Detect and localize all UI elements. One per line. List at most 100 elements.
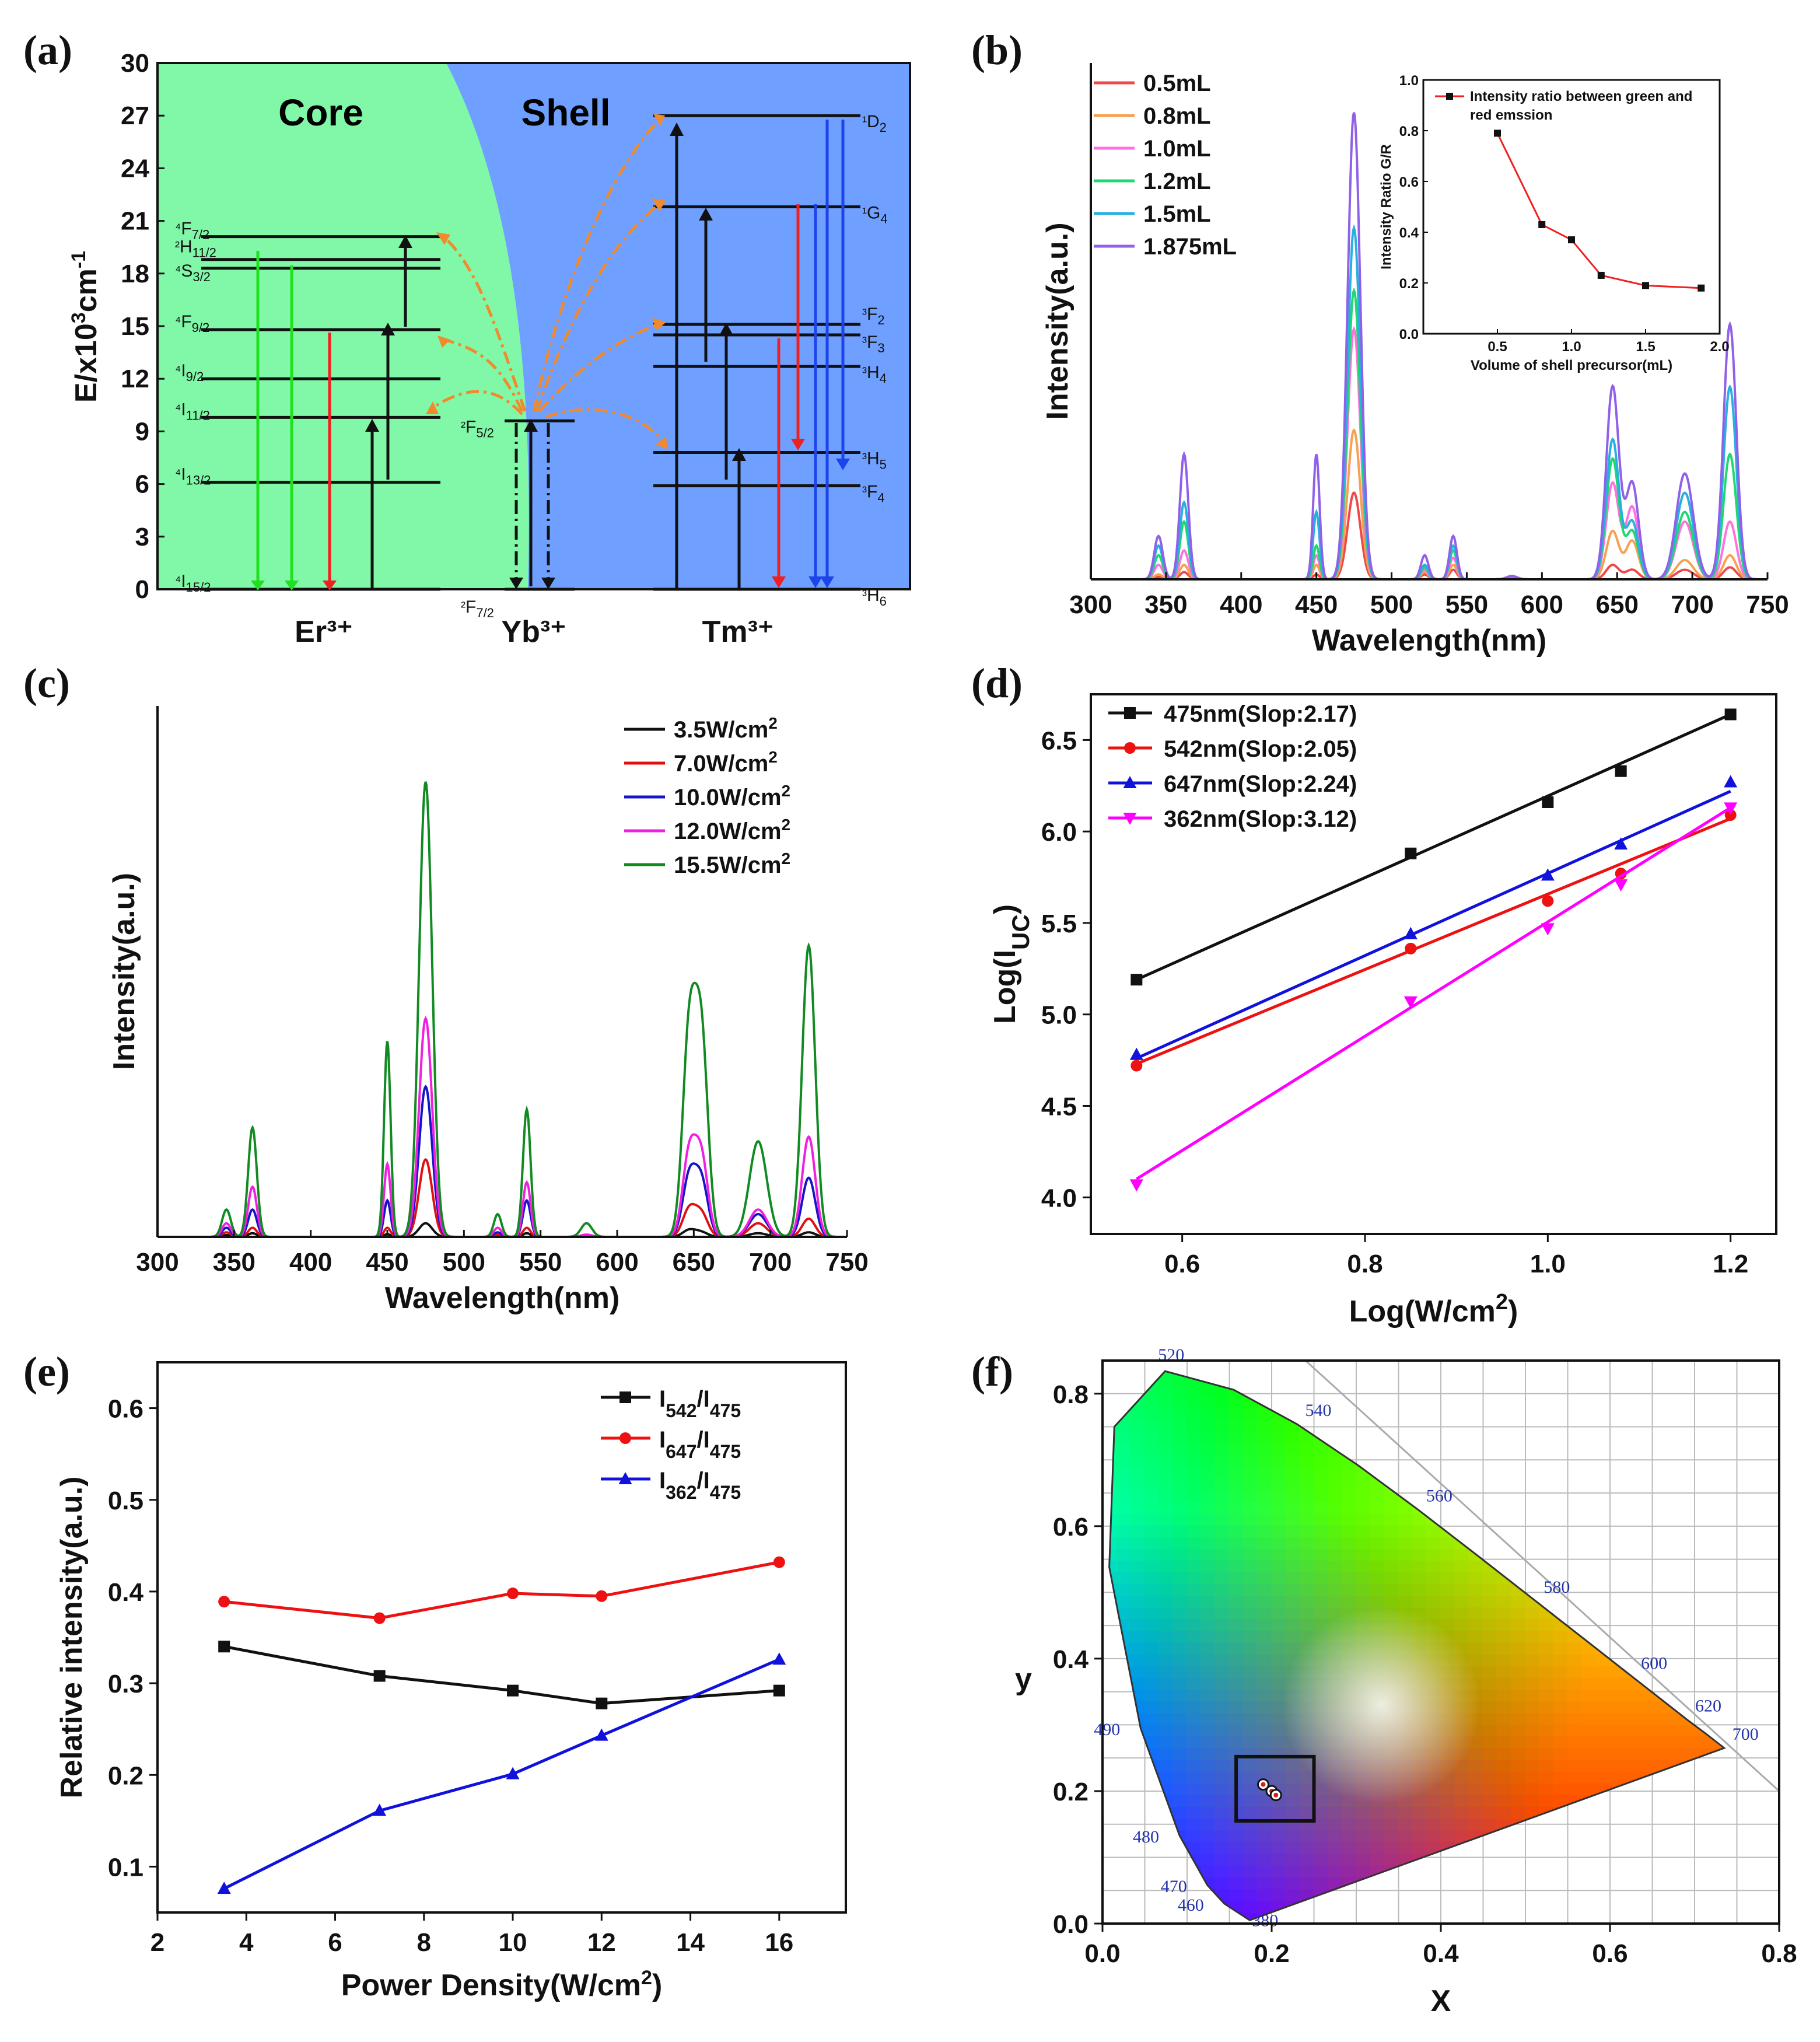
- cie-color-cell: [1482, 1712, 1498, 1725]
- cie-color-cell: [1637, 1723, 1653, 1737]
- cie-color-cell: [1214, 1653, 1230, 1666]
- cie-color-cell: [1144, 1465, 1160, 1479]
- cie-color-cell: [1144, 1582, 1160, 1596]
- er-excitation-arrowhead-2: [381, 323, 395, 335]
- x-tick-label: 300: [1069, 590, 1112, 619]
- cie-color-cell: [1496, 1653, 1512, 1666]
- cie-color-cell: [1256, 1723, 1272, 1737]
- cie-color-cell: [1144, 1442, 1160, 1455]
- x-tick-label: 1.0: [1530, 1250, 1566, 1278]
- inset-x-tick-label: 1.5: [1636, 339, 1655, 355]
- cie-color-cell: [1116, 1489, 1132, 1502]
- er-level-label: ⁴I15/2: [175, 572, 211, 595]
- cie-color-cell: [1200, 1782, 1216, 1795]
- cie-color-cell: [1384, 1524, 1399, 1537]
- et-head-5: [652, 198, 666, 211]
- cie-color-cell: [1426, 1829, 1441, 1842]
- cie-color-cell: [1595, 1676, 1611, 1690]
- cie-color-cell: [1553, 1665, 1569, 1678]
- cie-color-cell: [1256, 1758, 1272, 1772]
- cie-color-cell: [1567, 1665, 1583, 1678]
- cie-color-cell: [1186, 1536, 1202, 1549]
- data-point: [1614, 879, 1628, 892]
- cie-color-cell: [1271, 1430, 1287, 1443]
- cie-color-cell: [1327, 1805, 1343, 1819]
- cie-color-cell: [1256, 1582, 1272, 1596]
- cie-color-cell: [1285, 1805, 1301, 1819]
- legend-marker: [618, 1472, 632, 1484]
- data-point: [507, 1684, 519, 1697]
- cie-color-cell: [1454, 1782, 1470, 1795]
- cie-color-cell: [1496, 1582, 1512, 1596]
- cie-color-cell: [1539, 1630, 1555, 1643]
- cie-color-cell: [1299, 1453, 1315, 1467]
- cie-color-cell: [1356, 1864, 1371, 1877]
- ion-label: Tm³⁺: [702, 615, 774, 649]
- cie-color-cell: [1200, 1595, 1216, 1608]
- cie-color-cell: [1539, 1653, 1555, 1666]
- cie-color-cell: [1172, 1395, 1188, 1408]
- cie-color-cell: [1144, 1547, 1160, 1561]
- cie-color-cell: [1242, 1876, 1258, 1889]
- er-excitation-arrowhead-1: [365, 419, 379, 432]
- et-arrow-er-1: [442, 235, 527, 412]
- inset-x-axis-label: Volume of shell precursor(mL): [1471, 358, 1672, 373]
- cie-coordinate-dot: [1273, 1792, 1279, 1798]
- legend-label: 10.0W/cm2: [674, 782, 790, 811]
- cie-color-cell: [1567, 1700, 1583, 1714]
- cie-color-cell: [1637, 1688, 1653, 1702]
- legend-label: 1.0mL: [1143, 136, 1211, 162]
- cie-color-cell: [1482, 1676, 1498, 1690]
- cie-color-cell: [1271, 1735, 1287, 1749]
- cie-color-cell: [1144, 1641, 1160, 1655]
- panel-label-d: (d): [971, 660, 1023, 707]
- cie-color-cell: [1496, 1595, 1512, 1608]
- cie-color-cell: [1228, 1712, 1244, 1725]
- cie-color-cell: [1285, 1841, 1301, 1854]
- cie-color-cell: [1228, 1841, 1244, 1854]
- cie-color-cell: [1412, 1595, 1427, 1608]
- cie-color-cell: [1256, 1536, 1272, 1549]
- cie-color-cell: [1299, 1512, 1315, 1526]
- cie-color-cell: [1116, 1571, 1132, 1584]
- cie-color-cell: [1271, 1712, 1287, 1725]
- cie-color-cell: [1200, 1559, 1216, 1572]
- cie-color-cell: [1228, 1489, 1244, 1502]
- cie-color-cell: [1468, 1595, 1484, 1608]
- x-tick-label: 0.2: [1254, 1939, 1289, 1968]
- cie-color-cell: [1158, 1723, 1174, 1737]
- inset-legend-marker: [1446, 93, 1453, 100]
- cie-color-cell: [1651, 1747, 1667, 1760]
- cie-color-cell: [1341, 1477, 1357, 1491]
- fit-line-475nm(Slop:2.17): [1136, 713, 1731, 981]
- wavelength-label: 490: [1094, 1720, 1120, 1739]
- cie-color-cell: [1130, 1595, 1146, 1608]
- cie-color-cell: [1440, 1547, 1456, 1561]
- cie-color-cell: [1651, 1735, 1667, 1749]
- cie-color-cell: [1228, 1653, 1244, 1666]
- cie-color-cell: [1116, 1595, 1132, 1608]
- cie-reference-line: [1304, 1359, 1780, 1792]
- cie-color-cell: [1398, 1582, 1413, 1596]
- cie-color-cell: [1242, 1630, 1258, 1643]
- cie-color-cell: [1285, 1477, 1301, 1491]
- cie-color-cell: [1116, 1465, 1132, 1479]
- cie-color-cell: [1172, 1430, 1188, 1443]
- cie-color-cell: [1637, 1712, 1653, 1725]
- cie-color-cell: [1356, 1512, 1371, 1526]
- cie-color-cell: [1510, 1606, 1526, 1620]
- cie-color-cell: [1200, 1712, 1216, 1725]
- cie-color-cell: [1285, 1571, 1301, 1584]
- cie-color-cell: [1228, 1524, 1244, 1537]
- wavelength-label: 520: [1158, 1345, 1184, 1365]
- cie-color-cell: [1158, 1477, 1174, 1491]
- cie-color-cell: [1595, 1665, 1611, 1678]
- cie-color-cell: [1482, 1723, 1498, 1737]
- cie-color-cell: [1186, 1595, 1202, 1608]
- cie-color-cell: [1595, 1700, 1611, 1714]
- cie-color-cell: [1271, 1676, 1287, 1690]
- cie-color-cell: [1454, 1547, 1470, 1561]
- er-level-label: ²H11/2: [175, 237, 216, 260]
- cie-color-cell: [1313, 1595, 1329, 1608]
- cie-color-cell: [1214, 1489, 1230, 1502]
